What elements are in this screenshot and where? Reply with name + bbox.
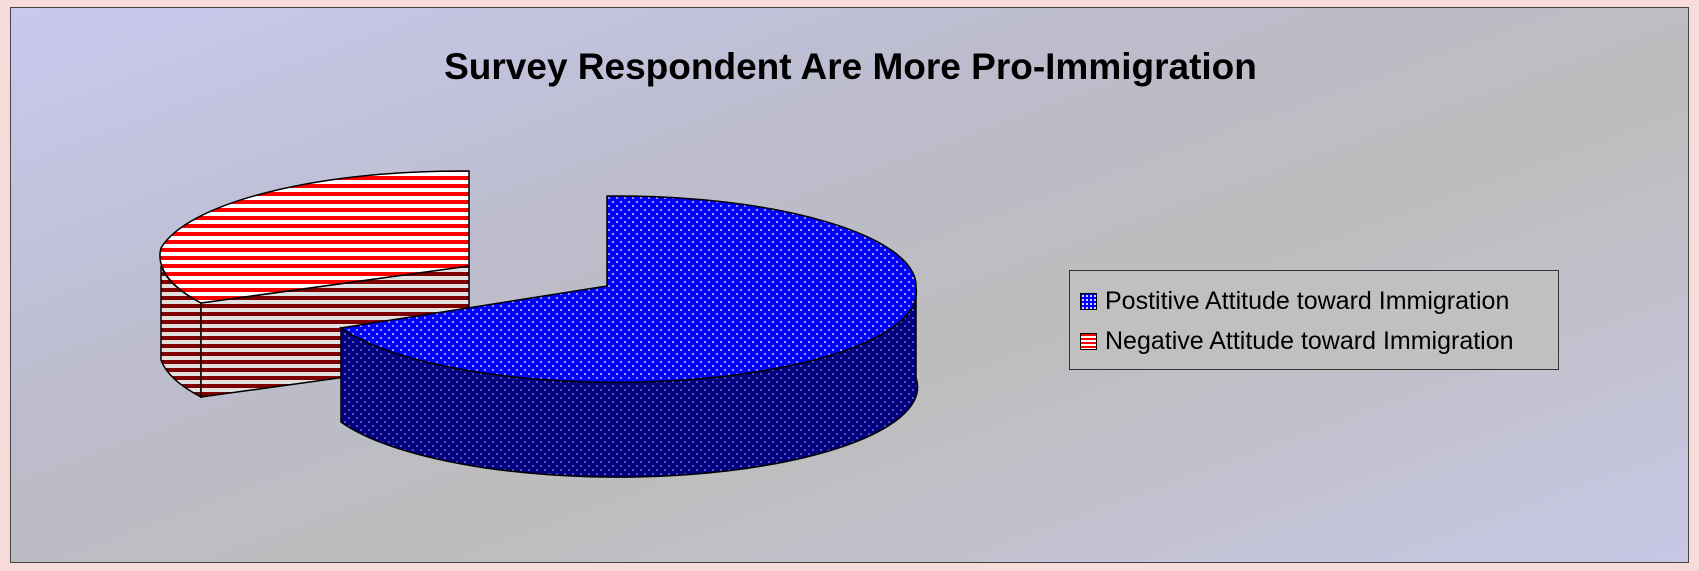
legend-item-negative: Negative Attitude toward Immigration: [1070, 321, 1558, 361]
chart-title: Survey Respondent Are More Pro-Immigrati…: [444, 46, 1257, 87]
negative-slice-top: [159, 170, 470, 304]
pie-chart: [159, 170, 919, 478]
legend-swatch-positive: [1080, 292, 1097, 310]
chart-area: Survey Respondent Are More Pro-Immigrati…: [10, 7, 1689, 563]
legend-item-positive: Postitive Attitude toward Immigration: [1070, 281, 1558, 321]
legend-label-positive: Postitive Attitude toward Immigration: [1105, 286, 1510, 315]
pie-slice-positive: [339, 195, 919, 478]
positive-slice-top: [339, 195, 918, 384]
chart-legend: Postitive Attitude toward Immigration Ne…: [1069, 270, 1559, 370]
legend-label-negative: Negative Attitude toward Immigration: [1105, 326, 1514, 355]
pie-slice-negative: [159, 170, 470, 399]
legend-swatch-negative: [1080, 332, 1097, 350]
